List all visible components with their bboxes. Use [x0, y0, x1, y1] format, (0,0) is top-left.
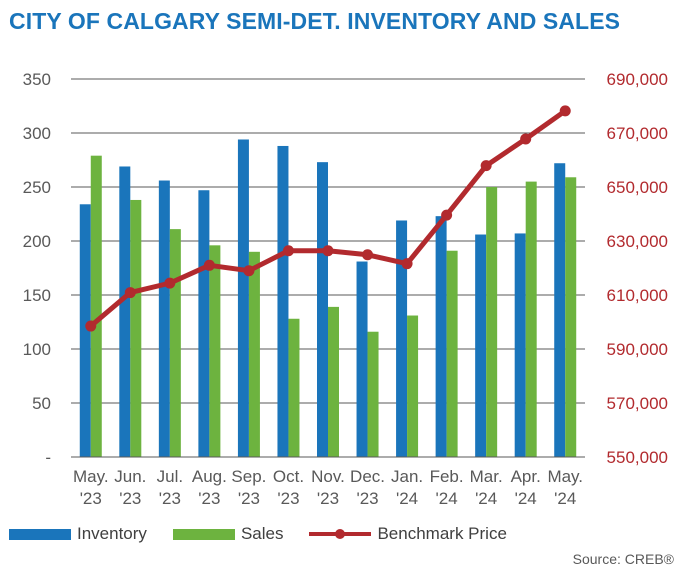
line-series [85, 105, 571, 332]
right-tick-label: 610,000 [607, 286, 668, 305]
benchmark-price-point [203, 259, 215, 271]
bar-sales [486, 187, 498, 457]
bar-sales [446, 250, 458, 457]
bar-inventory [158, 180, 170, 457]
x-tick-label-month: Nov. [311, 467, 345, 486]
left-tick-label: 350 [23, 70, 51, 89]
bar-inventory [356, 261, 368, 457]
x-tick-label-month: Sep. [231, 467, 266, 486]
bar-inventory [435, 216, 447, 457]
benchmark-price-point [85, 320, 97, 332]
left-axis: - 50 100 150 200 250 300 350 [23, 70, 51, 467]
legend-item-sales: Sales [172, 524, 284, 544]
bar-inventory [237, 139, 249, 458]
bar-sales [407, 315, 419, 457]
x-tick-label-month: May. [547, 467, 583, 486]
x-tick-label-month: Jun. [114, 467, 146, 486]
bar-inventory [277, 145, 289, 457]
x-tick-label-month: Dec. [350, 467, 385, 486]
right-axis: 550,000 570,000 590,000 610,000 630,000 650,0… [607, 70, 668, 467]
x-tick-label-year: '23 [119, 489, 141, 508]
bar-sales [288, 318, 300, 457]
x-tick-label-month: May. [73, 467, 109, 486]
x-tick-label-month: Jan. [391, 467, 423, 486]
left-tick-label: 100 [23, 340, 51, 359]
x-tick-label-month: Oct. [273, 467, 304, 486]
bar-sales [565, 177, 577, 457]
right-tick-label: 690,000 [607, 70, 668, 89]
right-tick-label: 650,000 [607, 178, 668, 197]
benchmark-price-point [243, 265, 255, 277]
x-tick-label-year: '24 [436, 489, 458, 508]
legend-item-inventory: Inventory [9, 524, 147, 544]
right-tick-label: 570,000 [607, 394, 668, 413]
left-tick-label: - [45, 448, 51, 467]
bar-sales [367, 331, 379, 457]
left-tick-label: 200 [23, 232, 51, 251]
benchmark-price-point [164, 277, 176, 289]
right-tick-label: 630,000 [607, 232, 668, 251]
bar-sales [130, 199, 142, 457]
bar-sales [209, 245, 221, 457]
bar-inventory [396, 220, 408, 457]
right-tick-label: 550,000 [607, 448, 668, 467]
x-tick-label-year: '23 [80, 489, 102, 508]
bar-sales [248, 251, 260, 457]
legend-swatch-benchmark-price [309, 526, 372, 542]
left-tick-label: 250 [23, 178, 51, 197]
bar-inventory [514, 233, 526, 457]
benchmark-price-point [124, 287, 136, 299]
legend-label-benchmark-price: Benchmark Price [377, 524, 507, 543]
x-tick-label-year: '23 [356, 489, 378, 508]
x-tick-label-month: Jul. [157, 467, 183, 486]
x-tick-label-year: '24 [515, 489, 537, 508]
bar-sales [525, 181, 537, 457]
chart-title: CITY OF CALGARY SEMI-DET. INVENTORY AND … [9, 8, 621, 34]
bar-sales [169, 229, 181, 457]
x-tick-label-year: '23 [198, 489, 220, 508]
benchmark-price-point [362, 249, 374, 261]
x-tick-label-month: Aug. [192, 467, 227, 486]
bar-inventory [119, 166, 131, 458]
bar-inventory [475, 234, 487, 457]
x-tick-label-year: '24 [554, 489, 576, 508]
right-tick-label: 590,000 [607, 340, 668, 359]
x-tick-label-year: '23 [277, 489, 299, 508]
x-tick-label-month: Mar. [470, 467, 503, 486]
bar-inventory [317, 162, 328, 457]
left-tick-label: 150 [23, 286, 51, 305]
legend-swatch-inventory [9, 528, 71, 540]
x-tick-label-year: '23 [159, 489, 181, 508]
legend-label-sales: Sales [240, 524, 284, 543]
bar-inventory [79, 204, 91, 457]
benchmark-price-point [520, 133, 532, 145]
x-tick-label-year: '23 [317, 489, 339, 508]
x-tick-label-month: Apr. [511, 467, 541, 486]
bar-inventory [198, 190, 210, 458]
x-tick-label-month: Feb. [430, 467, 464, 486]
left-tick-label: 300 [23, 124, 51, 143]
legend-swatch-sales [172, 528, 235, 540]
legend-label-inventory: Inventory [77, 524, 147, 543]
legend-item-benchmark-price: Benchmark Price [309, 524, 507, 544]
benchmark-price-point [282, 245, 294, 257]
benchmark-price-point [322, 245, 334, 257]
left-tick-label: 50 [32, 394, 51, 413]
bar-series [79, 139, 577, 458]
source-note: Source: CREB® [572, 551, 674, 567]
benchmark-price-point [480, 160, 492, 172]
benchmark-price-point [441, 209, 453, 221]
x-axis: May. '23 Jun. '23 Jul. '23 Aug. '23 Sep. '23 Oct. '… [71, 456, 585, 508]
x-tick-label-year: '24 [475, 489, 497, 508]
benchmark-price-point [559, 105, 571, 117]
benchmark-price-point [401, 258, 413, 270]
x-tick-label-year: '23 [238, 489, 260, 508]
legend: Inventory Sales Benchmark Price [9, 524, 533, 544]
right-tick-label: 670,000 [607, 124, 668, 143]
bar-sales [90, 155, 102, 457]
bar-inventory [554, 163, 566, 458]
x-tick-label-year: '24 [396, 489, 418, 508]
bar-sales [328, 306, 339, 457]
